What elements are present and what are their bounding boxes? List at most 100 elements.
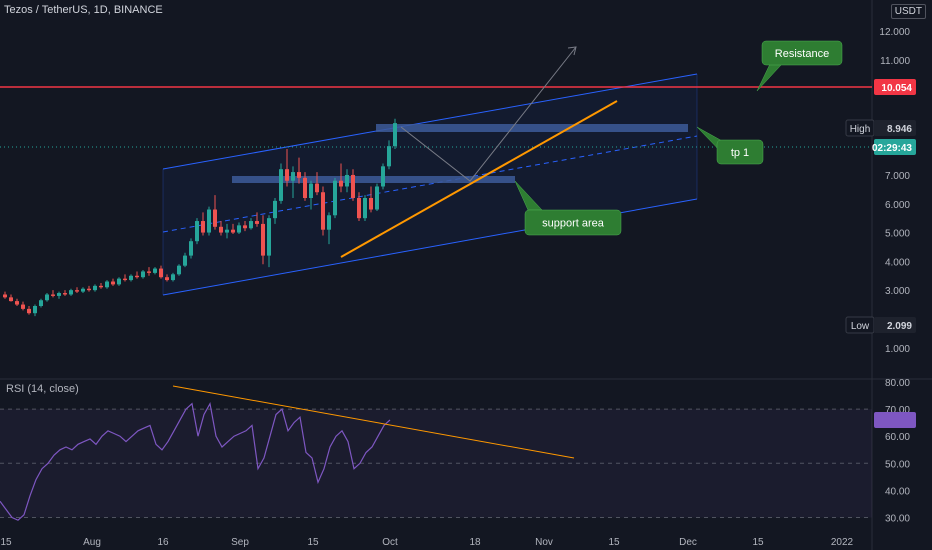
- candle-body: [135, 275, 139, 278]
- time-tick-label: 18: [469, 537, 481, 548]
- rsi-tick-label: 30.00: [885, 514, 910, 525]
- price-tick-label: 12.000: [879, 27, 910, 38]
- candle-body: [81, 288, 85, 292]
- candle-body: [69, 290, 73, 295]
- time-tick-label: 15: [307, 537, 319, 548]
- candle-body: [297, 172, 301, 178]
- candle-body: [327, 215, 331, 230]
- candle-body: [243, 225, 247, 229]
- candle-body: [279, 169, 283, 201]
- time-tick-label: Oct: [382, 537, 398, 548]
- channel-mid-line: [162, 135, 698, 233]
- candle-body: [213, 209, 217, 227]
- rsi-tick-label: 80.00: [885, 378, 910, 389]
- candle-body: [105, 281, 109, 288]
- countdown-tag-value-bg: [874, 139, 916, 155]
- rsi-tick-label: 50.00: [885, 459, 910, 470]
- candle-body: [87, 288, 91, 291]
- candle-body: [195, 221, 199, 242]
- candle-body: [159, 268, 163, 278]
- rsi-trend-line: [172, 385, 575, 459]
- price-tick-label: 3.000: [885, 286, 910, 297]
- high-tag-label: High: [850, 124, 871, 135]
- time-tick-label: Dec: [679, 537, 697, 548]
- candle-body: [177, 265, 181, 275]
- support-callout-text: support area: [542, 218, 605, 230]
- candle-body: [9, 297, 13, 302]
- candle-body: [189, 241, 193, 256]
- candle-body: [237, 225, 241, 233]
- time-tick-label: 16: [157, 537, 169, 548]
- candle-body: [63, 293, 67, 295]
- candle-body: [3, 294, 7, 298]
- candle-body: [315, 183, 319, 193]
- price-tick-label: 5.000: [885, 229, 910, 240]
- candle-body: [15, 301, 19, 305]
- uptrend-line: [340, 100, 618, 258]
- tp1-callout-box: [716, 139, 764, 165]
- price-tick-label: 6.000: [885, 200, 910, 211]
- channel-top-line: [162, 73, 698, 170]
- candle-body: [333, 180, 337, 216]
- rsi-tick-label: 60.00: [885, 432, 910, 443]
- support-zone: [232, 176, 515, 183]
- candle-body: [93, 285, 97, 291]
- rsi-value-bg: [874, 411, 916, 428]
- candle-body: [219, 226, 223, 233]
- symbol-title[interactable]: Tezos / TetherUS, 1D, BINANCE: [4, 4, 163, 16]
- candle-body: [33, 306, 37, 314]
- candle-body: [153, 268, 157, 273]
- candle-body: [123, 278, 127, 281]
- time-tick-label: 15: [752, 537, 764, 548]
- candle-body: [183, 255, 187, 266]
- candle-body: [351, 174, 355, 198]
- candle-body: [27, 308, 31, 314]
- candle-body: [381, 166, 385, 187]
- currency-badge[interactable]: USDT: [890, 4, 926, 19]
- candle-body: [171, 274, 175, 281]
- candle-body: [291, 172, 295, 181]
- candle-body: [231, 229, 235, 233]
- rsi-tick-label: 70.00: [885, 405, 910, 416]
- candle-body: [165, 277, 169, 281]
- candle-body: [363, 198, 367, 219]
- rsi-tick-label: 40.00: [885, 486, 910, 497]
- candle-body: [111, 281, 115, 285]
- candle-body: [339, 180, 343, 187]
- high-tag-value-bg: [874, 120, 916, 136]
- price-tick-label: 4.000: [885, 257, 910, 268]
- candle-body: [369, 198, 373, 210]
- resistance-price-tag-value-bg: [874, 79, 916, 96]
- support-callout-box: [524, 209, 622, 236]
- candle-body: [261, 223, 265, 256]
- low-tag-value: 2.099: [887, 321, 912, 332]
- resistance-callout-box: [761, 40, 843, 66]
- rsi-line: [0, 401, 391, 521]
- candle-body: [345, 174, 349, 187]
- candle-body: [51, 294, 55, 296]
- rsi-title[interactable]: RSI (14, close): [6, 383, 79, 395]
- time-tick-label: 15: [0, 537, 12, 548]
- low-tag-value-bg: [874, 317, 916, 333]
- candle-body: [225, 229, 229, 233]
- time-tick-label: 2022: [831, 537, 854, 548]
- tp-zone: [376, 124, 688, 132]
- candle-body: [129, 275, 133, 281]
- candle-body: [39, 300, 43, 306]
- projection-path: [400, 46, 577, 182]
- candle-body: [57, 293, 61, 296]
- candle-body: [357, 198, 361, 219]
- candle-body: [45, 294, 49, 301]
- candle-body: [201, 221, 205, 233]
- resistance-price-tag-value: 10.054: [881, 83, 912, 94]
- high-tag-value: 8.946: [887, 124, 912, 135]
- time-tick-label: 15: [608, 537, 620, 548]
- projection-arrowhead: [567, 46, 577, 56]
- candle-body: [387, 146, 391, 167]
- time-tick-label: Sep: [231, 537, 249, 548]
- candle-body: [141, 271, 145, 278]
- resistance-callout-text: Resistance: [775, 48, 829, 60]
- price-tick-label: 11.000: [880, 56, 910, 67]
